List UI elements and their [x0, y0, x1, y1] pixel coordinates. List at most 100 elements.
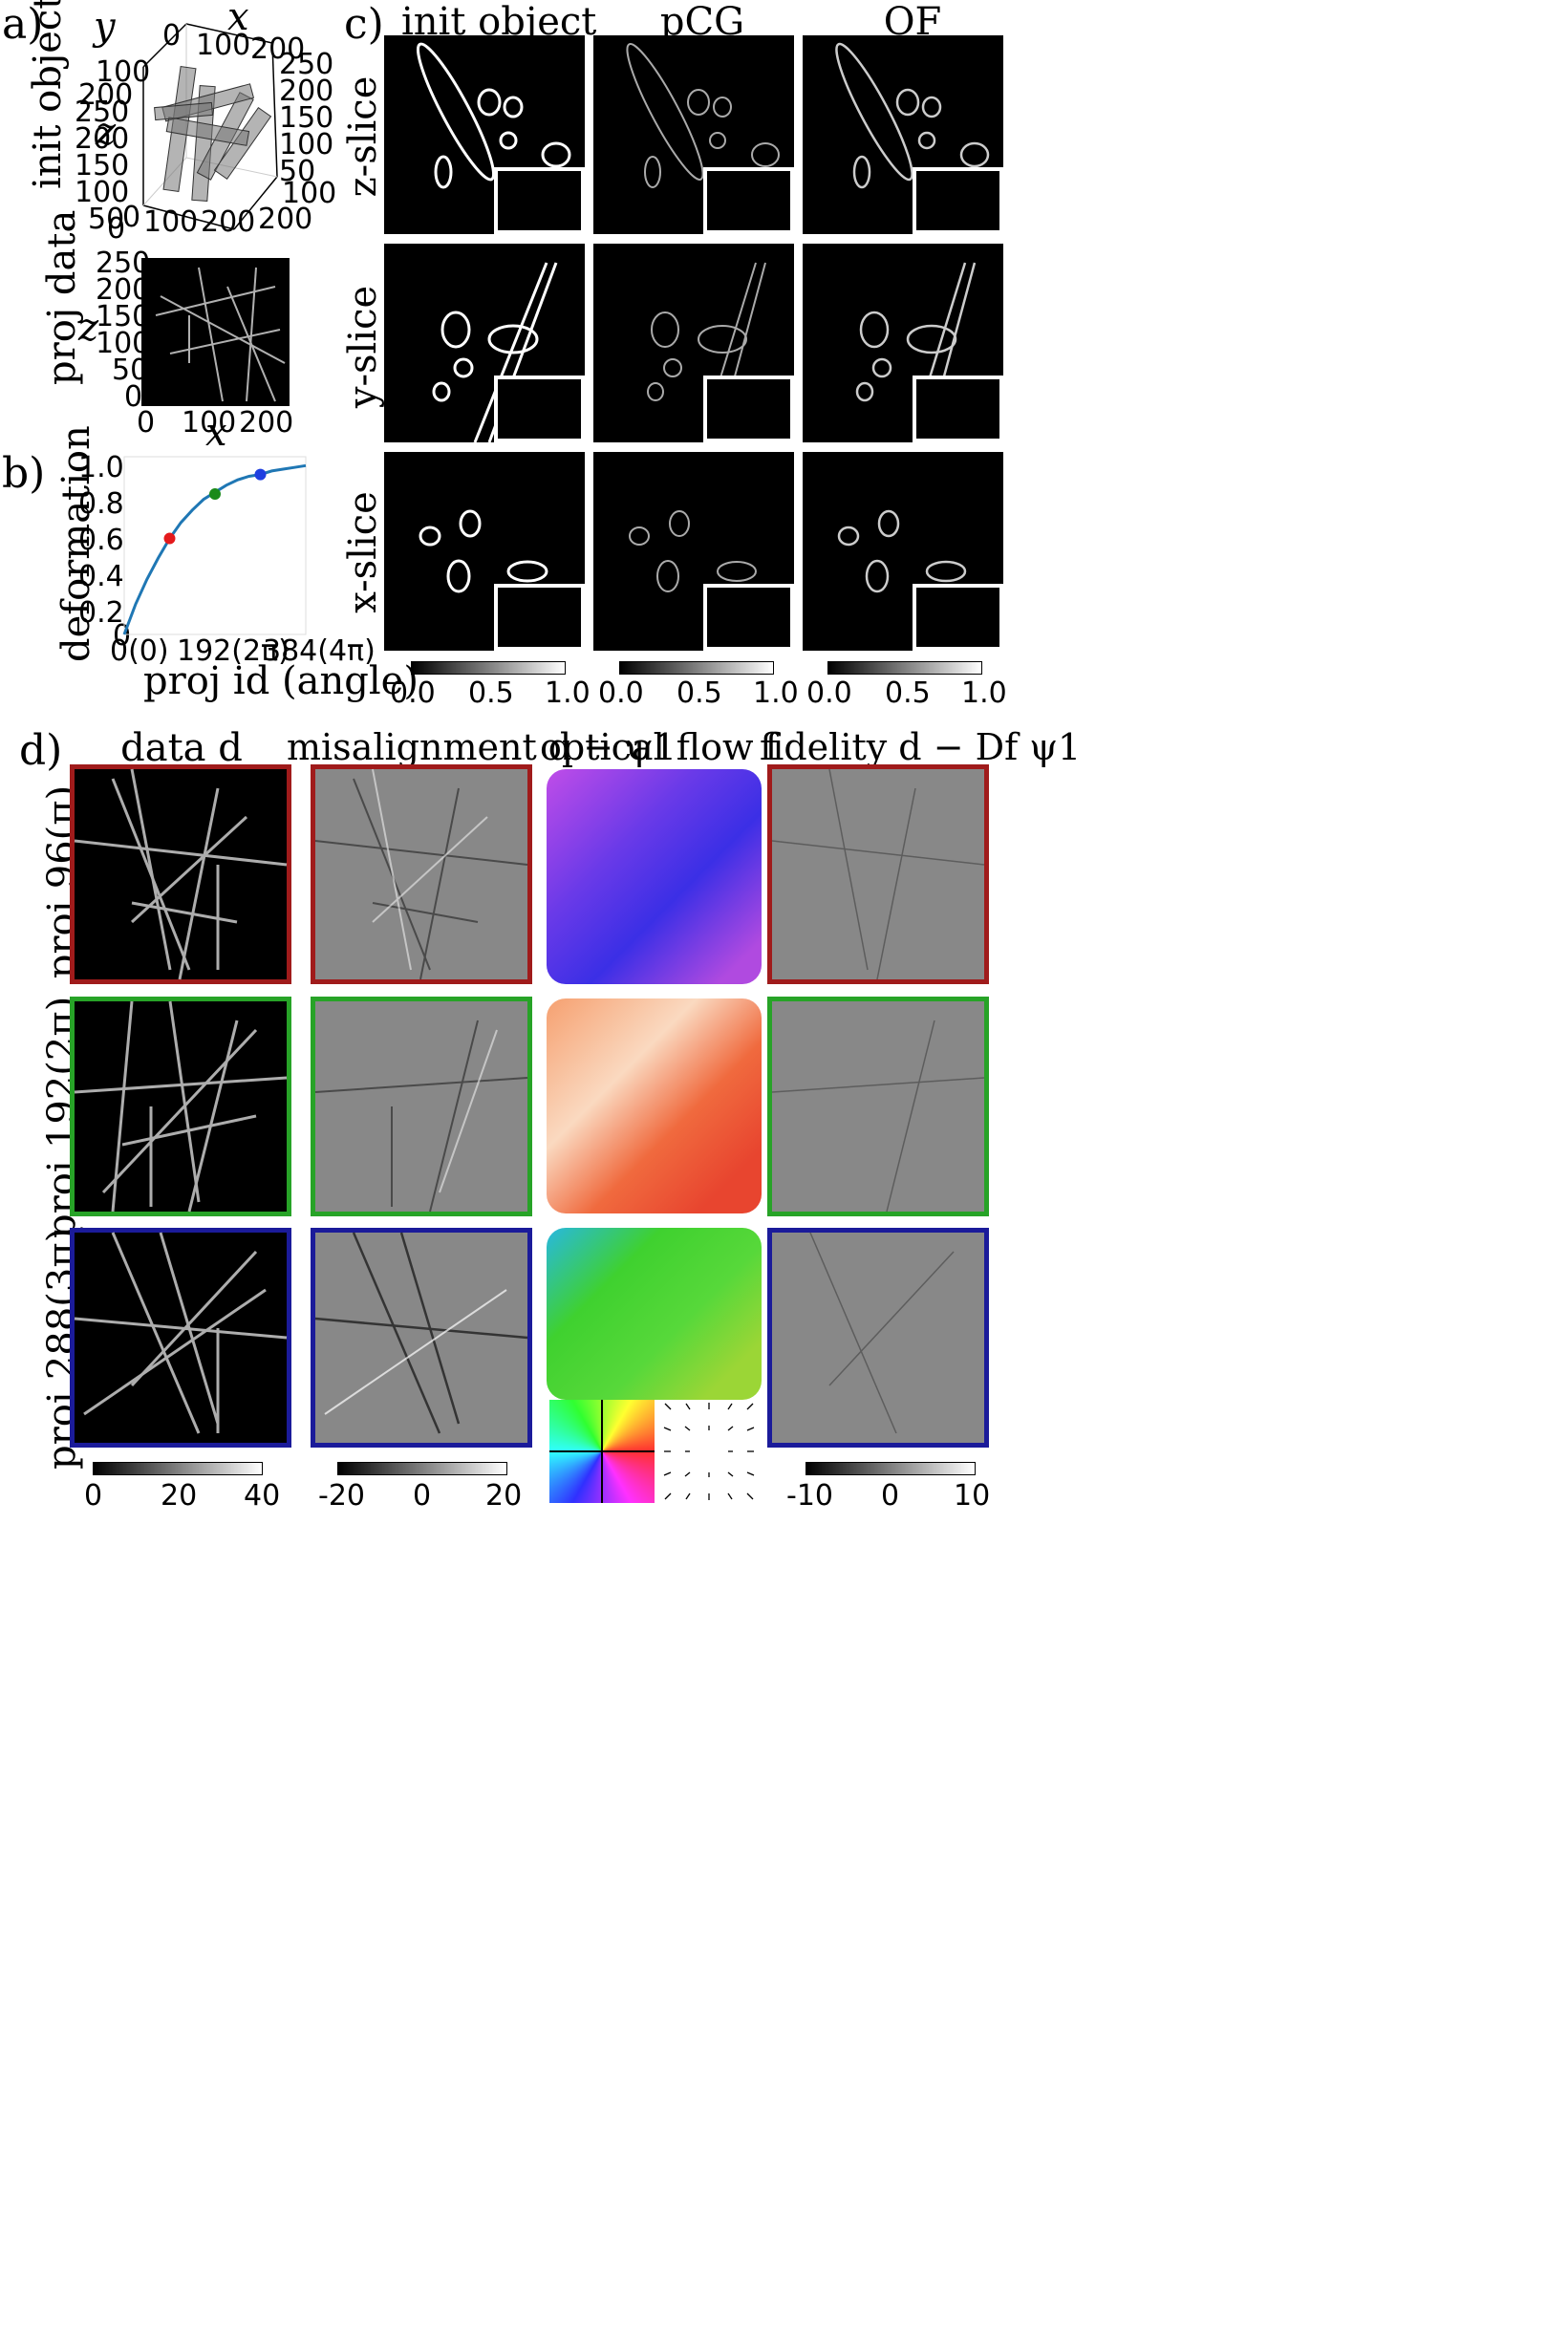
- c-z-of-image: [803, 35, 1003, 234]
- tick-r-150: 150: [279, 101, 334, 135]
- b-xtick-384: 384(4π): [263, 634, 376, 668]
- b-xtick-192: 192(2π): [177, 634, 290, 668]
- proj-ytick-100: 100: [96, 327, 151, 360]
- d-r3-data: [70, 1228, 291, 1448]
- d-r2-fidelity: [767, 997, 989, 1216]
- tick-z-100: 100: [75, 176, 130, 209]
- d-cbar-data-40: 40: [244, 1479, 281, 1513]
- c-x-init-image: [384, 452, 585, 651]
- tick-z-250: 250: [75, 96, 130, 129]
- d-r2-flow: [547, 998, 762, 1213]
- tick-z-0: 0: [107, 212, 126, 246]
- proj-xtick-100: 100: [182, 406, 237, 440]
- c-x-pcg-image: [593, 452, 794, 651]
- deformation-marker-2: [254, 468, 267, 481]
- c-row-label-y: y-slice: [341, 285, 385, 409]
- c-cbar1-tick-05: 0.5: [468, 676, 514, 710]
- tick-r-200: 200: [279, 75, 334, 108]
- d-r3-fidelity: [767, 1228, 989, 1448]
- c-row-label-z: z-slice: [341, 75, 385, 198]
- b-ytick-0.2: 0.2: [78, 596, 124, 630]
- panel-letter-a: a): [2, 0, 44, 49]
- c-cbar3-tick-1: 1.0: [961, 676, 1007, 710]
- b-xtick-0: 0(0): [110, 634, 169, 668]
- tick-z-50: 50: [88, 203, 125, 236]
- c-z-pcg-inset: [703, 167, 794, 234]
- b-ytick-1.0: 1.0: [78, 451, 124, 484]
- tick-r2-100: 100: [282, 177, 337, 210]
- d-cbar-mis-0: 0: [413, 1479, 432, 1513]
- d-r1-fidelity: [767, 764, 989, 984]
- d-cbar-mis-20: 20: [485, 1479, 523, 1513]
- d-cbar-fid-10: 10: [954, 1479, 991, 1513]
- proj-xtick-0: 0: [137, 406, 156, 440]
- d-cbar-data-0: 0: [84, 1479, 103, 1513]
- proj-ylabel: z: [78, 306, 99, 350]
- proj-ytick-250: 250: [96, 247, 151, 280]
- c-y-of-image: [803, 244, 1003, 442]
- c-z-init-image: [384, 35, 585, 234]
- c-y-pcg-inset: [703, 376, 794, 442]
- c-colorbar-init: [411, 661, 566, 675]
- panel-letter-d: d): [19, 726, 63, 775]
- d-r2-data: [70, 997, 291, 1216]
- proj-xlabel: x: [205, 411, 227, 455]
- d-r3-misalign: [311, 1228, 532, 1448]
- tick-bottom-0: 0: [122, 201, 141, 234]
- d-col-title-data: data d: [120, 726, 243, 770]
- c-y-init-inset: [494, 376, 585, 442]
- tick-r-100: 100: [279, 128, 334, 161]
- proj-data-image: [141, 258, 290, 406]
- proj-xtick-200: 200: [239, 406, 294, 440]
- tick-bottom-100: 100: [143, 205, 199, 239]
- c-cbar2-tick-1: 1.0: [753, 676, 799, 710]
- c-z-pcg-image: [593, 35, 794, 234]
- tick-z-150: 150: [75, 149, 130, 182]
- d-col-title-fidelity: fidelity d − Df ψ1: [760, 726, 1082, 768]
- tick-r-250: 250: [279, 48, 334, 81]
- init-object-3d-plot: [142, 23, 278, 230]
- c-cbar1-tick-1: 1.0: [545, 676, 591, 710]
- c-x-of-inset: [913, 584, 1003, 651]
- c-cbar3-tick-05: 0.5: [885, 676, 931, 710]
- b-ytick-0.6: 0.6: [78, 524, 124, 557]
- panel-letter-b: b): [2, 449, 46, 498]
- panel-letter-c: c): [344, 0, 384, 49]
- deformation-marker-1: [209, 488, 221, 501]
- tick-r2-200: 200: [258, 203, 313, 236]
- c-row-label-x: x-slice: [341, 491, 385, 613]
- tick-y-100: 100: [96, 55, 151, 89]
- d-r3-flow: [547, 1228, 762, 1400]
- c-colorbar-pcg: [619, 661, 774, 675]
- axis-y-label: y: [94, 5, 116, 49]
- c-cbar2-tick-05: 0.5: [677, 676, 722, 710]
- c-x-pcg-inset: [703, 584, 794, 651]
- proj-ytick-200: 200: [96, 273, 151, 307]
- d-cbar-mis-neg20: -20: [318, 1479, 365, 1513]
- proj-ytick-50: 50: [112, 354, 149, 387]
- tick-bottom-200: 200: [201, 205, 256, 239]
- d-cbar-fid-neg10: -10: [786, 1479, 833, 1513]
- flow-arrow-field: [663, 1403, 755, 1500]
- deformation-markers: [163, 468, 267, 545]
- deformation-xlabel: proj id (angle): [143, 659, 419, 703]
- d-r1-misalign: [311, 764, 532, 984]
- tick-r-50: 50: [279, 155, 316, 188]
- b-ytick-0.4: 0.4: [78, 560, 124, 593]
- c-z-init-inset: [494, 167, 585, 234]
- c-colorbar-of: [827, 661, 982, 675]
- d-cbar-data-20: 20: [161, 1479, 198, 1513]
- deformation-chart: [122, 456, 307, 635]
- d-col-title-flow: optical flow f: [540, 726, 779, 768]
- proj-ytick-150: 150: [96, 300, 151, 333]
- c-cbar1-tick-0: 0.0: [390, 676, 436, 710]
- chart-frame: [123, 456, 307, 635]
- c-z-of-inset: [913, 167, 1003, 234]
- d-r1-data: [70, 764, 291, 984]
- d-colorbar-misalign: [337, 1462, 507, 1475]
- axis-x-label: x: [227, 0, 249, 39]
- c-cbar2-tick-0: 0.0: [598, 676, 644, 710]
- d-r1-flow: [547, 769, 762, 984]
- tick-y-200: 200: [78, 78, 134, 112]
- d-colorbar-data: [93, 1462, 263, 1475]
